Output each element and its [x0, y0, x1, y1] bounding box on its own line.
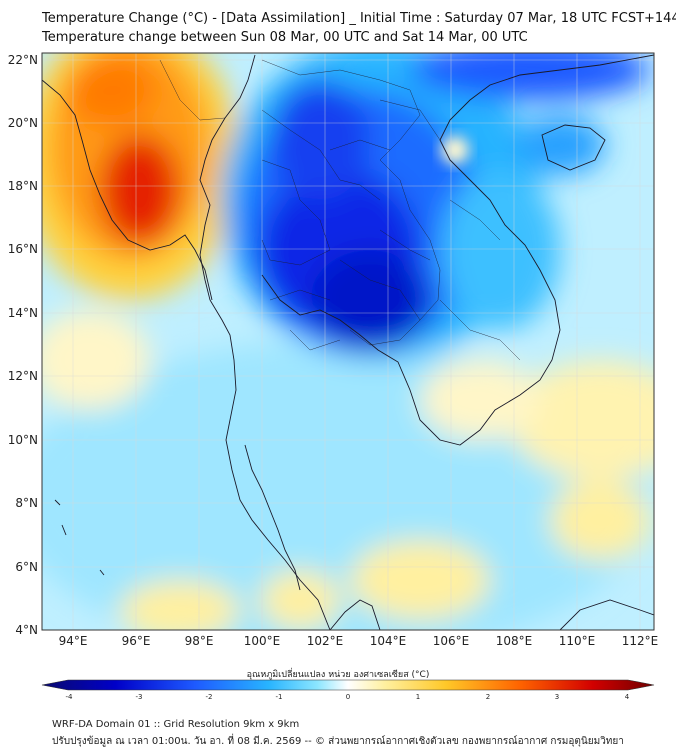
coastlines [42, 54, 654, 630]
colorbar-tick: 3 [555, 693, 559, 701]
colorbar-tick: -2 [206, 693, 213, 701]
graticule [42, 53, 654, 630]
lat-label: 6°N [15, 560, 38, 574]
colorbar-tick: -3 [136, 693, 143, 701]
lat-label: 20°N [8, 116, 38, 130]
chart-title-line2: Temperature change between Sun 08 Mar, 0… [42, 30, 528, 45]
lat-label: 12°N [8, 369, 38, 383]
footer-model-info: WRF-DA Domain 01 :: Grid Resolution 9km … [52, 719, 300, 730]
lat-label: 14°N [8, 306, 38, 320]
lon-label: 110°E [559, 634, 596, 648]
lat-label: 8°N [15, 496, 38, 510]
lon-label: 102°E [307, 634, 344, 648]
footer-credits: ปรับปรุงข้อมูล ณ เวลา 01:00น. วัน อา. ที… [52, 736, 624, 747]
lon-label: 104°E [370, 634, 407, 648]
lat-label: 4°N [15, 623, 38, 637]
temperature-field [42, 53, 654, 630]
lon-label: 100°E [244, 634, 281, 648]
lat-label: 18°N [8, 179, 38, 193]
colorbar-tick: 2 [486, 693, 490, 701]
colorbar-tick: 4 [625, 693, 630, 701]
lon-label: 108°E [496, 634, 533, 648]
colorbar: -4 -3 -2 -1 0 1 2 3 4 [41, 679, 655, 701]
colorbar-strip [41, 679, 655, 691]
chart-title-line1: Temperature Change (°C) - [Data Assimila… [42, 11, 676, 26]
lat-labels: 22°N 20°N 18°N 16°N 14°N 12°N 10°N 8°N 6… [8, 53, 38, 637]
lon-label: 106°E [433, 634, 470, 648]
plot-frame [41, 52, 655, 631]
lon-labels: 94°E 96°E 98°E 100°E 102°E 104°E 106°E 1… [59, 634, 659, 648]
lon-label: 96°E [122, 634, 151, 648]
lat-label: 22°N [8, 53, 38, 67]
lon-label: 94°E [59, 634, 88, 648]
lat-label: 16°N [8, 242, 38, 256]
lon-label: 112°E [622, 634, 659, 648]
lat-label: 10°N [8, 433, 38, 447]
province-borders [159, 59, 521, 361]
colorbar-tick: 1 [416, 693, 420, 701]
lon-label: 98°E [185, 634, 214, 648]
colorbar-tick: 0 [346, 693, 350, 701]
colorbar-title: อุณหภูมิเปลี่ยนแปลง หน่วย องศาเซลเซียส (… [246, 670, 430, 680]
colorbar-tick: -4 [66, 693, 74, 701]
colorbar-tick: -1 [276, 693, 283, 701]
